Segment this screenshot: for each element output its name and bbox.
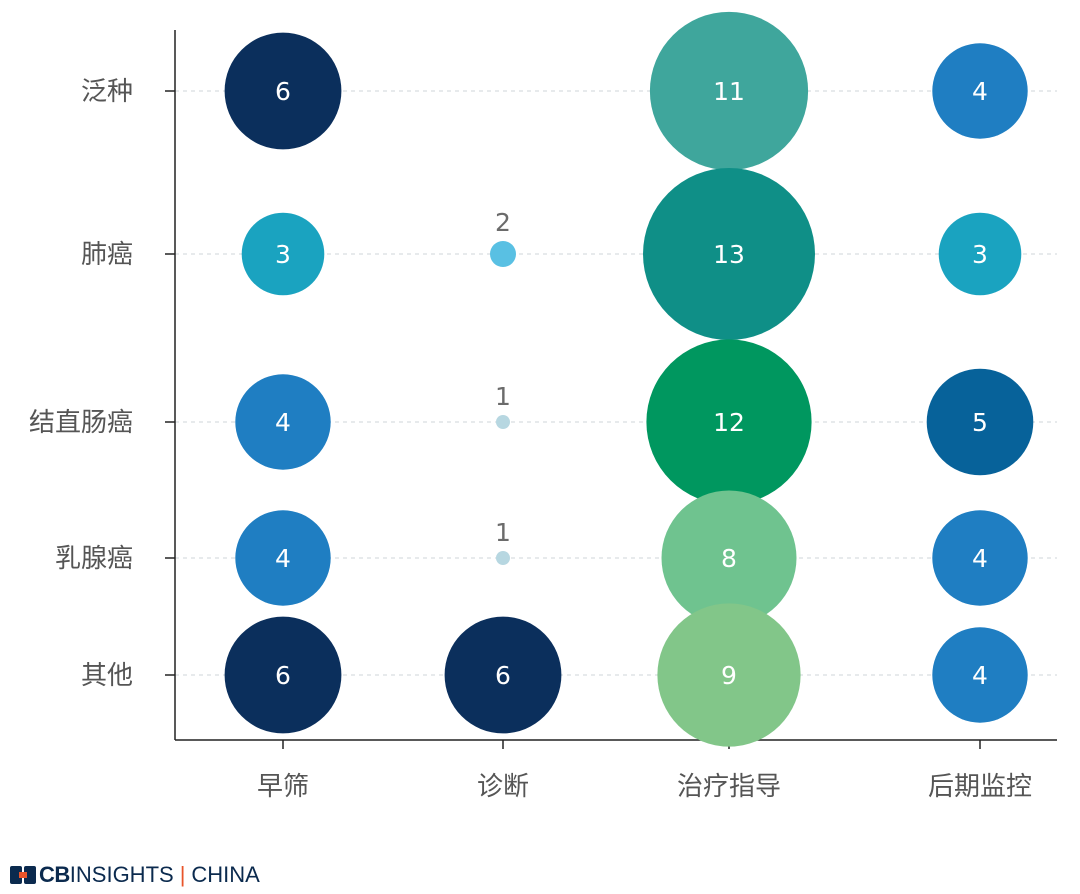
bubble	[657, 603, 801, 747]
x-tick-label: 后期监控	[928, 772, 1032, 802]
bubble	[235, 374, 331, 470]
bubble-value-label: 12	[713, 408, 745, 437]
y-tick-label: 肺癌	[81, 240, 133, 270]
bubble-value-label: 3	[275, 240, 291, 269]
bubble-value-label: 13	[713, 240, 745, 269]
bubble-value-label: 4	[972, 661, 988, 690]
logo-china-text: CHINA	[191, 862, 260, 887]
bubble-value-label: 8	[721, 544, 737, 573]
bubble	[224, 32, 342, 150]
logo-insights-text: INSIGHTS	[69, 862, 174, 887]
bubble-value-label: 3	[972, 240, 988, 269]
bubble	[490, 241, 516, 267]
bubble-value-label: 1	[495, 518, 511, 547]
bubble-value-label: 6	[275, 77, 291, 106]
bubble	[224, 616, 342, 734]
y-tick-label: 乳腺癌	[55, 544, 133, 574]
axes	[174, 30, 1057, 741]
bubble	[932, 510, 1028, 606]
x-tick-label: 早筛	[257, 772, 309, 802]
bubble-value-label: 4	[972, 77, 988, 106]
y-tick-label: 泛种	[81, 77, 133, 107]
bubble-value-label: 4	[275, 408, 291, 437]
bubble	[496, 415, 510, 429]
logo-separator: |	[179, 862, 186, 887]
cb-insights-china-logo: CB INSIGHTS | CHINA	[10, 862, 260, 888]
x-tick-label: 诊断	[477, 772, 529, 802]
bubble-value-label: 4	[275, 544, 291, 573]
y-tick-label: 其他	[81, 661, 133, 691]
bubble-value-label: 2	[495, 208, 511, 237]
bubble	[646, 339, 812, 505]
bubble-value-label: 6	[275, 661, 291, 690]
bubble	[932, 43, 1028, 139]
logo-cb-text: CB	[39, 862, 70, 887]
x-axis-ticks: 早筛 诊断 治疗指导 后期监控	[257, 740, 1032, 802]
bubble	[496, 551, 510, 565]
bubble	[661, 490, 797, 626]
bubbles: 6 11 4 3 2 13 3 4 1 12 5 4 1 8 4 6 6 9 4	[224, 11, 1034, 747]
bubble	[444, 616, 562, 734]
bubble	[643, 168, 815, 340]
bubble	[235, 510, 331, 606]
bubble	[938, 212, 1022, 296]
bubble-value-label: 11	[713, 77, 745, 106]
y-tick-label: 结直肠癌	[29, 408, 133, 438]
bubble	[649, 11, 809, 171]
bubble-value-label: 5	[972, 408, 988, 437]
bubble-value-label: 9	[721, 661, 737, 690]
bubble	[241, 212, 325, 296]
cb-insights-logo-icon	[10, 866, 36, 884]
bubble	[926, 368, 1034, 476]
bubble-value-label: 4	[972, 544, 988, 573]
bubble-value-label: 1	[495, 382, 511, 411]
x-tick-label: 治疗指导	[677, 772, 781, 802]
bubble-value-label: 6	[495, 661, 511, 690]
bubble	[932, 627, 1028, 723]
